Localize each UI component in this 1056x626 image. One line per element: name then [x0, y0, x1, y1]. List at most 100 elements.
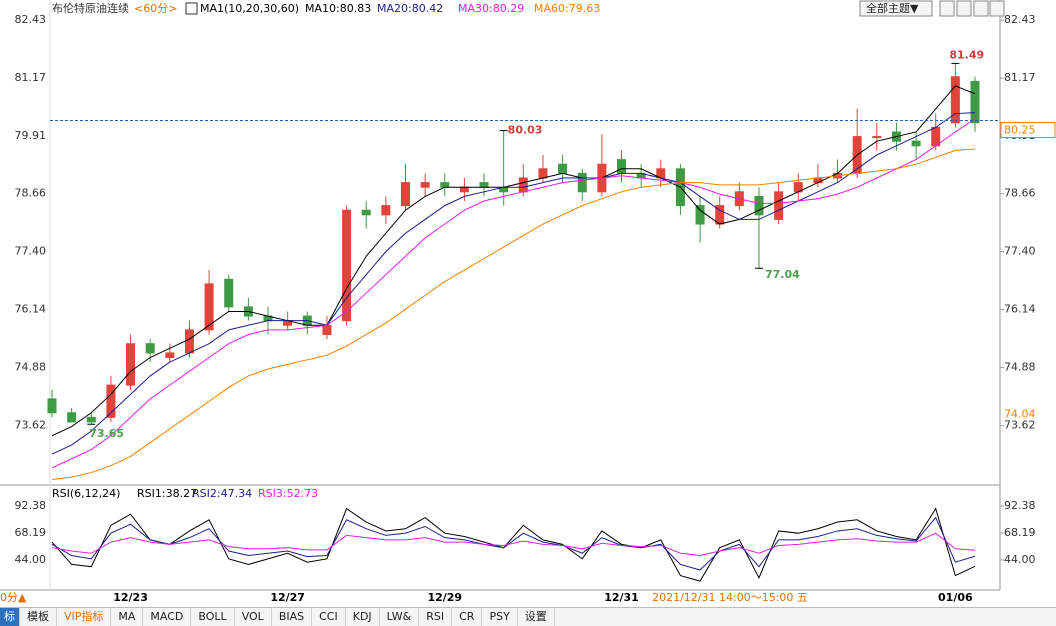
candle-body [381, 205, 391, 216]
candle-body [86, 416, 96, 423]
period: <60分> [134, 2, 177, 15]
x-tick-label: 12/29 [427, 591, 462, 604]
toolbar-tab[interactable]: 模板 [20, 608, 57, 626]
series-line [51, 85, 976, 437]
extreme-label: 77.04 [765, 268, 800, 281]
y-tick-label: 74.88 [1004, 361, 1036, 374]
icon-button[interactable] [973, 0, 989, 17]
last-price-label: 80.25 [1004, 123, 1036, 136]
candle-body [558, 163, 568, 174]
extreme-label: 80.03 [508, 124, 543, 137]
extreme-label: 73.65 [89, 427, 124, 440]
icon-button[interactable] [989, 0, 1005, 17]
series-line [51, 507, 976, 582]
candle-body [67, 412, 77, 423]
candle-body [695, 205, 705, 225]
y-tick-label: 44.00 [1004, 553, 1036, 566]
chart: 布伦特原油连续 <60分> MA1(10,20,30,60) 全部主题▼ RSI… [0, 0, 1056, 604]
candle-body [420, 182, 430, 188]
y-tick-label: 76.14 [15, 303, 47, 316]
instrument: 布伦特原油连续 [52, 1, 129, 15]
toolbar-tab[interactable]: 设置 [518, 608, 555, 626]
toolbar-tab[interactable]: VOL [235, 608, 272, 626]
legend-entry: MA30:80.29 [458, 2, 524, 15]
candle-body [518, 177, 528, 193]
candle-body [617, 159, 627, 174]
candle-body [204, 283, 214, 331]
toolbar-tab[interactable]: MA [111, 608, 144, 626]
x-tick-label: 12/31 [604, 591, 639, 604]
extreme-label: 81.49 [949, 48, 984, 61]
ma-set: MA1(10,20,30,60) [200, 2, 299, 15]
theme-button-label: 全部主题▼ [866, 1, 919, 15]
y-tick-label: 79.91 [15, 129, 47, 142]
candle-body [165, 352, 175, 359]
candle-body [754, 195, 764, 216]
toolbar-tab[interactable]: LW& [380, 608, 420, 626]
status-left: 0分▲ [0, 591, 27, 604]
toolbar-tab[interactable]: PSY [482, 608, 518, 626]
toolbar-tab[interactable]: MACD [143, 608, 192, 626]
legend-entry: RSI2:47.34 [192, 487, 252, 500]
y-tick-label: 81.17 [15, 71, 47, 84]
legend-entry: RSI3:52.73 [258, 487, 318, 500]
y-tick-label: 73.62 [15, 419, 47, 432]
candle-body [577, 172, 587, 193]
candle-body [774, 191, 784, 220]
candle-body [224, 278, 234, 308]
candle-body [184, 329, 194, 354]
y-tick-label: 92.38 [15, 499, 47, 512]
y-tick-label: 81.17 [1004, 71, 1036, 84]
candle-body [479, 182, 489, 188]
candle-body [322, 324, 332, 335]
y-tick-label: 73.62 [1004, 419, 1036, 432]
candle-body [126, 343, 136, 386]
rsi-title: RSI(6,12,24) [52, 487, 120, 500]
y-tick-label: 92.38 [1004, 499, 1036, 512]
candle-body [400, 182, 410, 207]
toolbar-tab[interactable]: BOLL [191, 608, 235, 626]
y-tick-label: 78.66 [15, 187, 47, 200]
icon[interactable] [185, 2, 198, 15]
legend-entry: MA20:80.42 [377, 2, 443, 15]
toolbar-tab[interactable]: 标 [0, 608, 20, 626]
x-tick-label: 12/23 [113, 591, 148, 604]
y-tick-label: 78.66 [1004, 187, 1036, 200]
series-line [51, 112, 976, 455]
y-tick-label: 77.40 [15, 245, 47, 258]
toolbar-tab[interactable]: CCI [312, 608, 346, 626]
toolbar-tab[interactable]: CR [452, 608, 483, 626]
candle-body [47, 398, 57, 414]
candle-body [538, 168, 548, 179]
axis-marker-label: 74.04 [1004, 407, 1036, 420]
candle-body [342, 209, 352, 322]
candle-body [872, 136, 882, 139]
y-tick-label: 44.00 [15, 553, 47, 566]
y-tick-label: 74.88 [15, 361, 47, 374]
icon-button[interactable] [939, 0, 955, 17]
toolbar-tab[interactable]: BIAS [272, 608, 313, 626]
series-line [51, 118, 976, 469]
toolbar-tab[interactable]: KDJ [346, 608, 380, 626]
toolbar-tab[interactable]: RSI [419, 608, 453, 626]
candle-body [911, 140, 921, 147]
series-line [51, 532, 976, 557]
x-tick-label: 12/27 [270, 591, 305, 604]
candle-body [950, 76, 960, 124]
y-tick-label: 77.40 [1004, 245, 1036, 258]
legend-entry: MA10:80.83 [305, 2, 371, 15]
candle-body [145, 343, 155, 354]
x-tick-label: 01/06 [938, 591, 973, 604]
candle-body [440, 182, 450, 188]
candle-body [459, 186, 469, 193]
series-line [51, 148, 976, 480]
legend-entry: MA60:79.63 [534, 2, 600, 15]
toolbar: 标模板 VIP指标 MA MACD BOLL VOL BIAS CCI KDJ LW& RSI CR P… [0, 607, 1056, 626]
crosshair-time: 2021/12/31 14:00～15:00 五 [652, 591, 808, 604]
icon-button[interactable] [956, 0, 972, 17]
theme-button[interactable] [859, 0, 933, 17]
toolbar-tab[interactable]: VIP指标 [57, 608, 112, 626]
y-tick-label: 68.19 [15, 526, 47, 539]
legend-entry: RSI1:38.27 [137, 487, 197, 500]
